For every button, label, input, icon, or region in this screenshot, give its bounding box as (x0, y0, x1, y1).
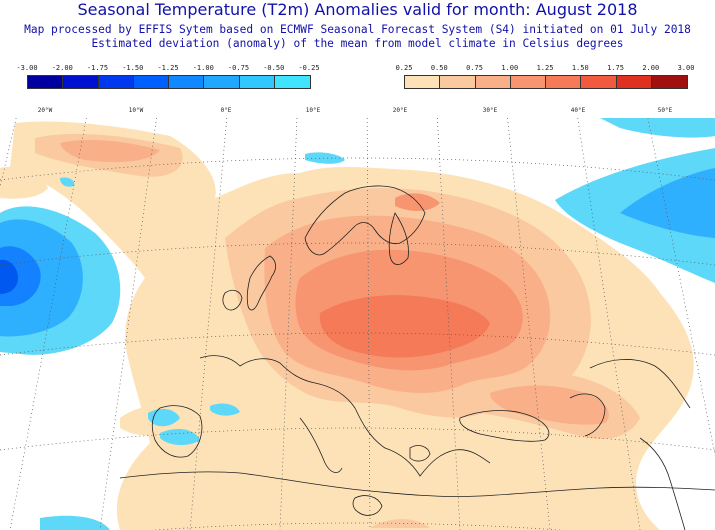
longitude-label: 0°E (220, 107, 232, 114)
legend-cold-swatch (204, 76, 240, 88)
northeast-cold-anomaly (305, 118, 715, 283)
longitude-label: 40°E (570, 107, 586, 114)
legend-cold-label: -1.75 (86, 64, 109, 72)
legend-warm-swatch (510, 76, 546, 88)
legend-warm-label: 2.00 (642, 64, 660, 72)
legend-warm-label: 1.50 (571, 64, 589, 72)
legend-cold-swatch (239, 76, 275, 88)
longitude-labels: 20°W 10°W 0°E 10°E 20°E 30°E 40°E 50°E (0, 107, 715, 117)
legend-cold-label: -3.00 (16, 64, 38, 72)
longitude-label: 10°E (305, 107, 321, 114)
legend-cold-label: -0.75 (227, 64, 250, 72)
legend-cold-swatch (274, 76, 310, 88)
legend-cold-swatch (133, 76, 169, 88)
longitude-label: 50°E (657, 107, 673, 114)
anomaly-map (0, 118, 715, 530)
map-subtitle-source: Map processed by EFFIS Sytem based on EC… (24, 23, 691, 36)
legend-warm-label: 0.25 (395, 64, 413, 72)
legend-cold-label: -1.50 (122, 64, 144, 72)
legend-warm-label: 1.00 (501, 64, 519, 72)
small-cold-patches (40, 177, 240, 530)
legend-cold: -3.00 -2.00 -1.75 -1.50 -1.25 -1.00 -0.75 -0.50… (16, 64, 320, 92)
longitude-label: 20°W (37, 107, 53, 114)
legend-warm-swatch (546, 76, 582, 88)
legend-warm-label: 1.75 (607, 64, 624, 72)
meridian-line (189, 118, 228, 530)
legend-warm-swatch (616, 76, 652, 88)
longitude-label: 30°E (482, 107, 498, 114)
legend-warm-bar (404, 75, 688, 89)
legend-warm-swatch (651, 76, 687, 88)
coastlines (119, 185, 715, 530)
legend-warm-label: 3.00 (677, 64, 695, 72)
legend-warm: 0.25 0.50 0.75 1.00 1.25 1.50 1.75 2.00 3.00 (396, 64, 694, 92)
legend-cold-bar (27, 75, 311, 89)
longitude-label: 20°E (392, 107, 408, 114)
meridian-line (577, 118, 641, 530)
legend-warm-label: 0.50 (430, 64, 448, 72)
legend-warm-swatch (440, 76, 476, 88)
legend-cold-label: -1.00 (192, 64, 214, 72)
legend-cold-label: -0.50 (263, 64, 285, 72)
legend-cold-label: -2.00 (51, 64, 73, 72)
legend-warm-label: 1.25 (536, 64, 554, 72)
meridian-line (436, 118, 461, 530)
longitude-label: 10°W (128, 107, 144, 114)
atlantic-cold-anomaly (0, 206, 121, 355)
map-title: Seasonal Temperature (T2m) Anomalies val… (77, 0, 638, 19)
legend-cold-swatch (28, 76, 64, 88)
legend-warm-label: 0.75 (466, 64, 483, 72)
legend-warm-swatch (581, 76, 617, 88)
legend-warm-swatch (405, 76, 441, 88)
legend-cold-swatch (63, 76, 99, 88)
legend-cold-swatch (98, 76, 134, 88)
legend-warm-swatch (475, 76, 511, 88)
legend-cold-label: -1.25 (157, 64, 179, 72)
legend-cold-label: -0.25 (298, 64, 320, 72)
meridian-line (279, 118, 298, 530)
map-subtitle-description: Estimated deviation (anomaly) of the mea… (91, 37, 624, 50)
legend-cold-swatch (169, 76, 205, 88)
warm-anomaly-125 (319, 295, 490, 358)
